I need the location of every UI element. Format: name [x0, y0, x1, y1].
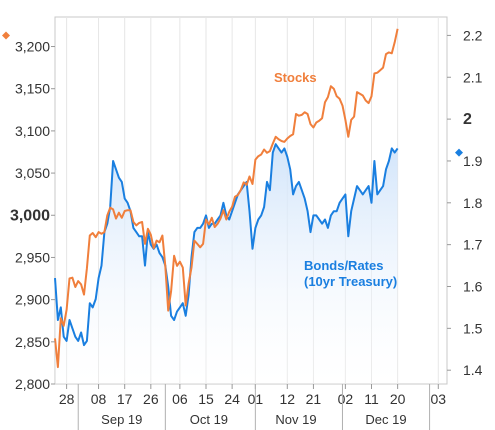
- left-tick-label: 3,150: [15, 81, 50, 97]
- right-tick-label: 1.7: [463, 237, 483, 253]
- right-tick-label: 1.5: [463, 320, 483, 336]
- stocks-last-value-marker: [2, 31, 10, 40]
- left-tick-label: 2,800: [15, 376, 50, 392]
- left-tick-label: 3,200: [15, 39, 50, 55]
- month-label: Nov 19: [275, 412, 316, 427]
- month-label: Sep 19: [101, 412, 142, 427]
- right-tick-label: 1.9: [463, 153, 483, 169]
- x-tick-label: 06: [172, 391, 188, 407]
- series-layer: [54, 28, 399, 384]
- right-tick-label: 2: [463, 111, 472, 128]
- bonds-series-area: [55, 144, 398, 384]
- left-tick-label: 3,000: [10, 207, 50, 224]
- stocks-series-line: [54, 28, 399, 369]
- stocks-series-label: Stocks: [274, 70, 317, 85]
- right-axis: 1.4 1.5 1.6 1.7 1.8 1.9 2 2.1 2.2: [447, 27, 483, 378]
- x-tick-label: 17: [117, 391, 133, 407]
- x-tick-label: 15: [198, 391, 214, 407]
- x-tick-label: 28: [59, 391, 75, 407]
- bonds-last-value-marker: [455, 148, 463, 157]
- bonds-series-line: [54, 143, 399, 347]
- x-tick-label: 20: [390, 391, 406, 407]
- left-tick-label: 2,950: [15, 249, 50, 265]
- right-tick-label: 2.1: [463, 69, 483, 85]
- x-tick-label: 26: [143, 391, 159, 407]
- x-tick-label: 24: [224, 391, 240, 407]
- left-tick-label: 3,050: [15, 165, 50, 181]
- bonds-series-sublabel: (10yr Treasury): [304, 274, 397, 289]
- bonds-series-label: Bonds/Rates: [304, 258, 383, 273]
- month-label: Oct 19: [190, 412, 228, 427]
- left-tick-label: 3,100: [15, 123, 50, 139]
- month-label: Dec 19: [365, 412, 406, 427]
- x-tick-label: 02: [338, 391, 354, 407]
- right-tick-label: 1.8: [463, 195, 483, 211]
- x-tick-label: 12: [280, 391, 296, 407]
- left-axis: 2,800 2,850 2,900 2,950 3,000 3,050 3,100 3,150…: [2, 31, 55, 392]
- right-tick-label: 2.2: [463, 27, 483, 43]
- right-tick-label: 1.6: [463, 278, 483, 294]
- right-tick-label: 1.4: [463, 362, 483, 378]
- x-tick-label: 11: [364, 391, 379, 407]
- x-tick-label: 08: [91, 391, 107, 407]
- x-tick-label: 03: [430, 391, 446, 407]
- left-tick-label: 2,850: [15, 334, 50, 350]
- x-tick-label: 21: [306, 391, 322, 407]
- left-tick-label: 2,900: [15, 292, 50, 308]
